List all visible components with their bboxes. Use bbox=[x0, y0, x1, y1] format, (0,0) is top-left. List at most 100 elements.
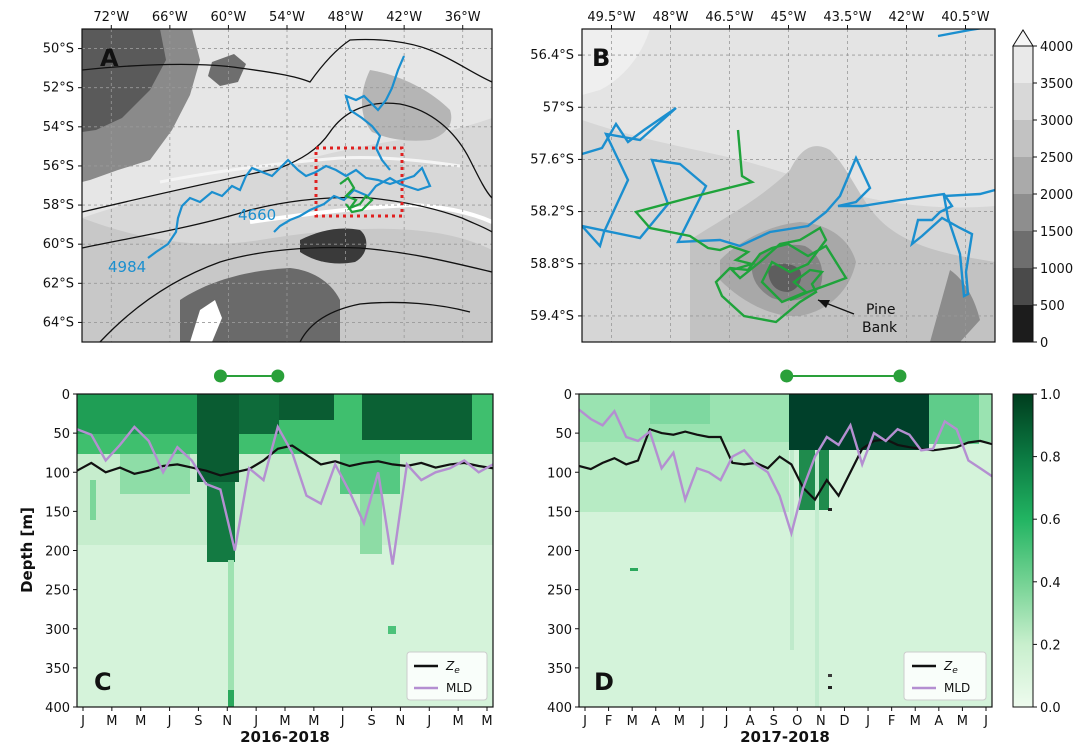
panel-d-period-start bbox=[780, 369, 794, 383]
panel-d-tick-label-x: D bbox=[839, 714, 849, 729]
panel-b-tick-label-y: 59.4°S bbox=[530, 309, 574, 324]
panel-a-float-label-4660: 4660 bbox=[238, 206, 276, 224]
panel-d-tick-label-x: J bbox=[983, 714, 988, 729]
panel-d-tick-label-x: A bbox=[934, 714, 943, 729]
colorbar-greens-tick-label: 0.6 bbox=[1040, 513, 1061, 528]
panel-d-tick-label-x: A bbox=[651, 714, 660, 729]
panel-c-tick-label-x: J bbox=[426, 714, 431, 729]
panel-d-legend: Ze MLD bbox=[903, 651, 987, 701]
panel-c-letter: C bbox=[94, 668, 112, 696]
panel-b-colorbar-tick-label: 4000 bbox=[1040, 40, 1073, 55]
panel-b-tick-label-x: 45°W bbox=[771, 10, 807, 25]
panel-c-tick-label-y: 350 bbox=[45, 662, 70, 677]
panel-d-tick-label-x: J bbox=[724, 714, 729, 729]
panel-b-tick-label-y: 57.6°S bbox=[530, 152, 574, 167]
panel-c-mld-line bbox=[77, 423, 493, 565]
panel-b-colorbar-band bbox=[1013, 83, 1033, 120]
panel-d-tick-label-y: 150 bbox=[547, 505, 572, 520]
panel-d-tick-label-y: 400 bbox=[547, 701, 572, 716]
panel-d-legend-ze: Ze bbox=[943, 659, 958, 676]
panel-b-colorbar-tick-label: 500 bbox=[1040, 299, 1065, 314]
panel-c-period-start bbox=[213, 369, 227, 383]
panel-b-map: Pine Bank B 49.5°W 48°W 46.5°W 45°W 43.5°W 42… bbox=[530, 10, 1073, 351]
panel-c-tick-label-x: M bbox=[308, 714, 319, 729]
panel-c-legend-mld: MLD bbox=[446, 681, 472, 695]
panel-a-tick-label-x: 60°W bbox=[210, 10, 246, 25]
panel-a-map: 4984 4660 A 72°W 66°W 60°W 54°W 48°W 42°W 36°W… bbox=[43, 10, 493, 343]
panel-d-period-bar bbox=[780, 369, 907, 383]
panel-c-xlabel: 2016-2018 bbox=[240, 728, 330, 746]
panel-b-colorbar-tick-label: 1500 bbox=[1040, 225, 1073, 240]
panel-c-tick-label-x: J bbox=[80, 714, 85, 729]
panel-b-colorbar-band bbox=[1013, 268, 1033, 305]
panel-b-tick-label-y: 58.8°S bbox=[530, 257, 574, 272]
panel-a-tick-label-y: 60°S bbox=[43, 237, 74, 252]
panel-c-tick-label-y: 250 bbox=[45, 584, 70, 599]
panel-d-tick-label-x: M bbox=[674, 714, 685, 729]
panel-d-tick-label-x: N bbox=[816, 714, 826, 729]
panel-d-mld-line bbox=[579, 408, 992, 538]
panel-b-tick-label-x: 48°W bbox=[653, 10, 689, 25]
panel-a-tick-label-y: 54°S bbox=[43, 120, 74, 135]
panel-a-tick-label-x: 48°W bbox=[328, 10, 364, 25]
panel-b-letter: B bbox=[592, 44, 610, 72]
panel-c-period-bar bbox=[213, 369, 285, 383]
panel-c-tick-label-x: M bbox=[135, 714, 146, 729]
panel-b-annotation-line2: Bank bbox=[862, 320, 898, 336]
colorbar-greens-tick-label: 0.4 bbox=[1040, 576, 1061, 591]
panel-b-tick-label-x: 46.5°W bbox=[705, 10, 753, 25]
panel-b-tick-label-y: 58.2°S bbox=[530, 205, 574, 220]
panel-c-tick-label-x: S bbox=[367, 714, 375, 729]
panel-a-letter: A bbox=[100, 44, 119, 72]
panel-b-float-blue-track bbox=[582, 107, 995, 298]
panel-b-annotation-line1: Pine bbox=[866, 302, 896, 318]
panel-c-tick-label-x: J bbox=[253, 714, 258, 729]
panel-a-tick-label-x: 42°W bbox=[386, 10, 422, 25]
colorbar-greens-tick-label: 0.8 bbox=[1040, 451, 1061, 466]
panel-a-highlight-box bbox=[314, 146, 404, 218]
panel-d-tick-label-x: M bbox=[910, 714, 921, 729]
panel-b-colorbar-tick-label: 2000 bbox=[1040, 188, 1073, 203]
panel-c-legend: Ze MLD bbox=[406, 651, 488, 701]
panel-d-tick-label-y: 350 bbox=[547, 662, 572, 677]
panel-b-colorbar: 4000 3500 3000 2500 2000 1500 1000 500 0 bbox=[1012, 29, 1073, 351]
panel-b-colorbar-band bbox=[1013, 157, 1033, 194]
panel-b-tick-label-x: 49.5°W bbox=[587, 10, 635, 25]
panel-c-ze-line bbox=[77, 444, 493, 477]
panel-d-tick-label-x: J bbox=[865, 714, 870, 729]
panel-c-tick-label-y: 100 bbox=[45, 466, 70, 481]
panel-a-float-4984-track bbox=[147, 158, 432, 259]
panel-d-xlabel: 2017-2018 bbox=[740, 728, 830, 746]
panel-b-colorbar-band bbox=[1013, 231, 1033, 268]
panel-c-tick-label-y: 200 bbox=[45, 545, 70, 560]
panel-c-tick-label-x: N bbox=[222, 714, 232, 729]
panel-d-tick-label-y: 200 bbox=[547, 545, 572, 560]
panel-c-tick-label-x: M bbox=[106, 714, 117, 729]
panel-d-tick-label-x: J bbox=[700, 714, 705, 729]
panel-a-float-4660-track bbox=[339, 176, 374, 214]
panel-d-period-end bbox=[893, 369, 907, 383]
panel-b-colorbar-band bbox=[1013, 194, 1033, 231]
panel-a-float-label-4984: 4984 bbox=[108, 258, 146, 276]
panel-a-tick-label-y: 64°S bbox=[43, 315, 74, 330]
panel-c-tick-label-y: 300 bbox=[45, 623, 70, 638]
panel-c-tick-label-x: M bbox=[453, 714, 464, 729]
panel-c-tick-label-y: 0 bbox=[62, 388, 70, 403]
panel-b-colorbar-band bbox=[1013, 46, 1033, 83]
panel-b-tick-label-x: 40.5°W bbox=[941, 10, 989, 25]
panel-d-tick-label-y: 300 bbox=[547, 623, 572, 638]
panel-a-tick-label-y: 62°S bbox=[43, 276, 74, 291]
panel-b-colorbar-tick-label: 3000 bbox=[1040, 114, 1073, 129]
panel-b-colorbar-tick-label: 2500 bbox=[1040, 151, 1073, 166]
panel-c-period-end bbox=[271, 369, 285, 383]
colorbar-greens-tick-label: 0.2 bbox=[1040, 638, 1061, 653]
panel-b-colorbar-tick-label: 1000 bbox=[1040, 262, 1073, 277]
panel-d-tick-label-y: 250 bbox=[547, 584, 572, 599]
panel-c-tick-label-x: M bbox=[481, 714, 492, 729]
panel-a-tick-label-x: 72°W bbox=[93, 10, 129, 25]
panel-c-tick-label-y: 150 bbox=[45, 505, 70, 520]
panel-c-tick-label-x: N bbox=[396, 714, 406, 729]
panel-d-tick-label-y: 50 bbox=[555, 427, 572, 442]
